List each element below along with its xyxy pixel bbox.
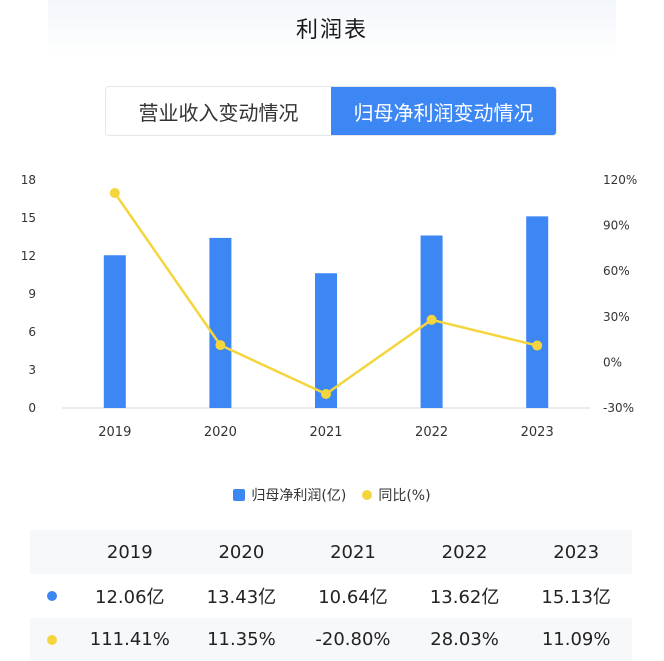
y-left-tick-label: 9 [28,287,36,301]
dot-swatch-icon [362,490,373,500]
y-right-tick-label: 120% [603,173,637,187]
table-cell-profit: 12.06亿 [95,587,165,608]
profit-bar[interactable] [315,273,337,408]
yoy-point[interactable] [321,389,331,400]
y-left-tick-label: 3 [28,363,36,377]
table-header-year: 2019 [106,541,153,563]
tab-net-profit-change[interactable]: 归母净利润变动情况 [331,87,556,135]
tab-revenue-change[interactable]: 营业收入变动情况 [106,87,331,135]
y-right-tick-label: -30% [603,401,634,415]
bar-swatch-icon [233,489,246,501]
table-cell-yoy: 28.03% [430,629,499,650]
header: 利润表 [48,0,616,56]
yoy-point[interactable] [109,188,120,199]
x-tick-label: 2023 [521,425,554,440]
x-tick-label: 2022 [415,425,448,440]
table-header-row: 2019 2020 2021 2022 2023 [30,530,632,574]
table-cell-yoy: 111.41% [89,629,170,650]
y-left-tick-label: 12 [21,249,36,263]
table-cell-yoy: 11.09% [541,629,611,650]
table-cell-yoy: -20.80% [315,629,391,650]
legend-label-profit: 归母净利润(亿) [251,488,347,504]
table-header-year: 2021 [330,541,376,563]
y-right-tick-label: 30% [603,310,630,324]
table-header-year: 2020 [218,541,265,563]
profit-chart: 0 3 6 9 12 15 18 -30% 0% 30% 60% 90% 120% 2019 2020 2… [21,173,638,440]
data-table: 2019 2020 2021 2022 2023 12.06亿 13.43亿 1… [30,530,632,661]
profit-bar[interactable] [526,216,549,408]
y-left-tick-label: 6 [28,325,36,339]
page-title: 利润表 [295,18,368,43]
profit-marker-icon [47,591,57,601]
y-right-tick-label: 60% [603,264,630,278]
y-left-tick-label: 0 [28,401,36,415]
yoy-point[interactable] [532,340,543,351]
legend-item-profit[interactable]: 归母净利润(亿) [233,485,346,505]
table-header-year: 2023 [553,541,600,563]
x-tick-label: 2019 [98,425,131,440]
table-row-yoy: 111.41% 11.35% -20.80% 28.03% 11.09% [30,618,632,661]
table-cell-profit: 13.62亿 [429,587,500,608]
x-tick-label: 2021 [309,425,342,440]
yoy-point[interactable] [426,314,437,325]
legend-label-yoy: 同比(%) [378,488,431,504]
x-tick-label: 2020 [204,425,237,440]
table-cell-profit: 15.13亿 [541,587,611,608]
profit-bar[interactable] [209,237,232,408]
yoy-marker-icon [47,634,57,645]
tab-switcher: 营业收入变动情况 归母净利润变动情况 [105,86,557,136]
y-right-tick-label: 0% [603,355,622,369]
y-right-tick-label: 90% [603,219,630,233]
y-left-tick-label: 15 [21,211,36,225]
table-cell-yoy: 11.35% [207,629,276,650]
table-cell-profit: 10.64亿 [318,587,388,608]
legend-item-yoy[interactable]: 同比(%) [362,485,431,505]
y-left-tick-label: 18 [21,173,36,187]
table-cell-profit: 13.43亿 [206,587,277,608]
yoy-point[interactable] [215,340,226,351]
table-header-year: 2022 [441,541,488,563]
profit-bar[interactable] [103,255,126,408]
chart-legend: 归母净利润(亿) 同比(%) [0,484,664,506]
table-row-profit: 12.06亿 13.43亿 10.64亿 13.62亿 15.13亿 [30,574,632,618]
